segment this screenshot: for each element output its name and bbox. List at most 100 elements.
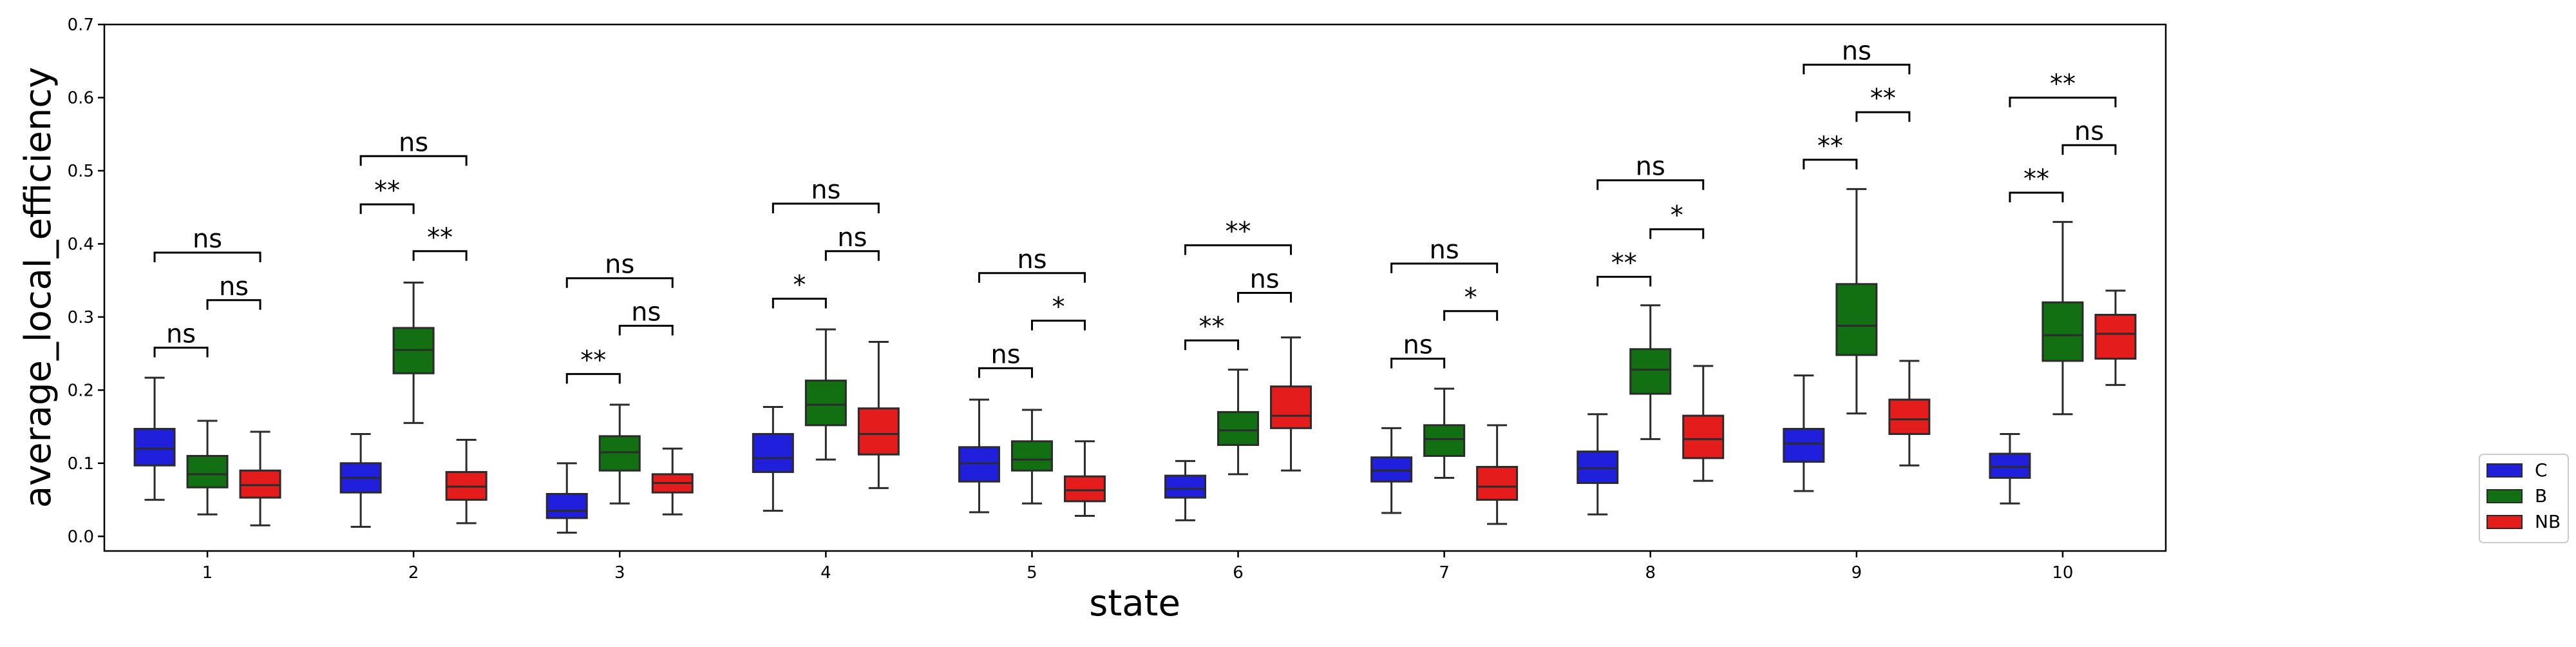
significance-label: **	[2050, 69, 2076, 99]
significance-label: ns	[990, 340, 1020, 369]
significance-bracket: ns	[1390, 235, 1499, 274]
significance-label: ns	[1842, 36, 1871, 66]
box-NB-state-10	[2094, 289, 2137, 386]
significance-bracket: *	[1030, 293, 1086, 331]
legend-label: C	[2535, 459, 2548, 481]
bracket-line	[772, 298, 827, 309]
box-C-state-5	[958, 398, 1000, 514]
legend-entry-C: C	[2486, 459, 2548, 481]
significance-bracket: ns	[206, 272, 261, 310]
box-body	[545, 492, 588, 519]
box-body	[1476, 466, 1519, 501]
box-B-state-3	[598, 403, 641, 505]
bracket-line	[2009, 191, 2064, 202]
box-body	[1063, 475, 1106, 503]
x-tick-label: 9	[1852, 563, 1862, 583]
x-tick-label: 2	[408, 563, 419, 583]
significance-label: ns	[166, 320, 196, 349]
significance-bracket: **	[565, 345, 621, 384]
significance-bracket: ns	[359, 128, 468, 166]
bracket-line	[1390, 262, 1499, 274]
significance-bracket: **	[1184, 312, 1240, 351]
box-body	[1783, 428, 1825, 463]
box-body	[1010, 440, 1053, 472]
significance-label: ns	[1403, 331, 1433, 360]
bracket-line	[565, 277, 674, 288]
significance-label: ns	[631, 298, 661, 327]
bracket-line	[824, 250, 880, 261]
significance-bracket: ns	[1237, 264, 1293, 303]
bracket-line	[1184, 339, 1240, 351]
y-tick-label: 0.5	[68, 162, 94, 181]
significance-bracket: **	[1803, 131, 1858, 169]
box-NB-state-1	[239, 430, 281, 526]
significance-bracket: ns	[978, 245, 1086, 283]
box-C-state-2	[339, 432, 382, 528]
bracket-line	[1390, 358, 1446, 369]
significance-label: **	[374, 176, 400, 206]
significance-bracket: ns	[1596, 152, 1705, 190]
y-tick-label: 0.3	[68, 308, 94, 327]
significance-label: **	[2023, 164, 2049, 194]
box-body	[1370, 456, 1413, 483]
box-body	[857, 407, 900, 456]
significance-label: **	[427, 223, 453, 253]
boxes-layer	[133, 188, 2137, 534]
box-NB-state-8	[1682, 365, 1725, 482]
significance-label: ns	[2074, 117, 2104, 146]
box-NB-state-2	[445, 439, 488, 525]
box-B-state-6	[1217, 369, 1260, 476]
significance-bracket: **	[359, 176, 415, 215]
legend-swatch	[2486, 515, 2523, 529]
box-body	[804, 380, 847, 427]
box-B-state-7	[1423, 387, 1466, 479]
x-tick-label: 10	[2052, 563, 2073, 583]
box-body	[2041, 301, 2084, 362]
significance-bracket: ns	[565, 250, 674, 288]
box-body	[186, 454, 229, 488]
significance-label: ns	[1430, 235, 1459, 265]
significance-bracket: ns	[1803, 36, 1911, 75]
significance-label: *	[1052, 293, 1065, 322]
box-body	[598, 435, 641, 472]
box-body	[239, 469, 281, 499]
box-NB-state-4	[857, 340, 900, 489]
bracket-line	[1030, 320, 1086, 331]
significance-bracket: ns	[772, 175, 880, 214]
legend-entry-NB: NB	[2486, 511, 2561, 532]
box-body	[1577, 450, 1619, 484]
bracket-line	[153, 347, 209, 358]
box-B-state-4	[804, 328, 847, 461]
bracket-line	[1184, 244, 1293, 255]
box-body	[1164, 474, 1207, 499]
y-axis-title: average_local_efficiency	[17, 67, 59, 508]
x-tick-label: 7	[1439, 563, 1450, 583]
y-tick-label: 0.7	[68, 15, 94, 35]
y-tick-label: 0.2	[68, 381, 94, 400]
box-B-state-5	[1010, 409, 1053, 505]
significance-label: **	[1870, 84, 1896, 113]
box-NB-state-7	[1476, 424, 1519, 525]
bracket-line	[359, 203, 415, 215]
bracket-line	[2061, 144, 2117, 155]
box-C-state-8	[1577, 413, 1619, 516]
bracket-line	[1855, 111, 1911, 122]
significance-bracket: ns	[2061, 117, 2117, 155]
significance-label: **	[1199, 312, 1225, 342]
bracket-line	[978, 367, 1033, 378]
bracket-line	[1596, 275, 1652, 287]
box-NB-state-3	[651, 447, 694, 516]
bracket-line	[1649, 228, 1705, 239]
significance-label: ns	[193, 224, 222, 254]
plot-area-frame	[103, 23, 2167, 552]
significance-bracket: **	[2009, 69, 2117, 108]
box-C-state-9	[1783, 374, 1825, 492]
box-body	[1682, 414, 1725, 459]
significance-bracket: *	[772, 271, 827, 309]
significance-label: ns	[837, 223, 867, 253]
box-C-state-4	[752, 405, 794, 512]
significance-bracket: ns	[824, 223, 880, 261]
x-tick-label: 1	[202, 563, 213, 583]
significance-bracket: *	[1443, 283, 1499, 321]
